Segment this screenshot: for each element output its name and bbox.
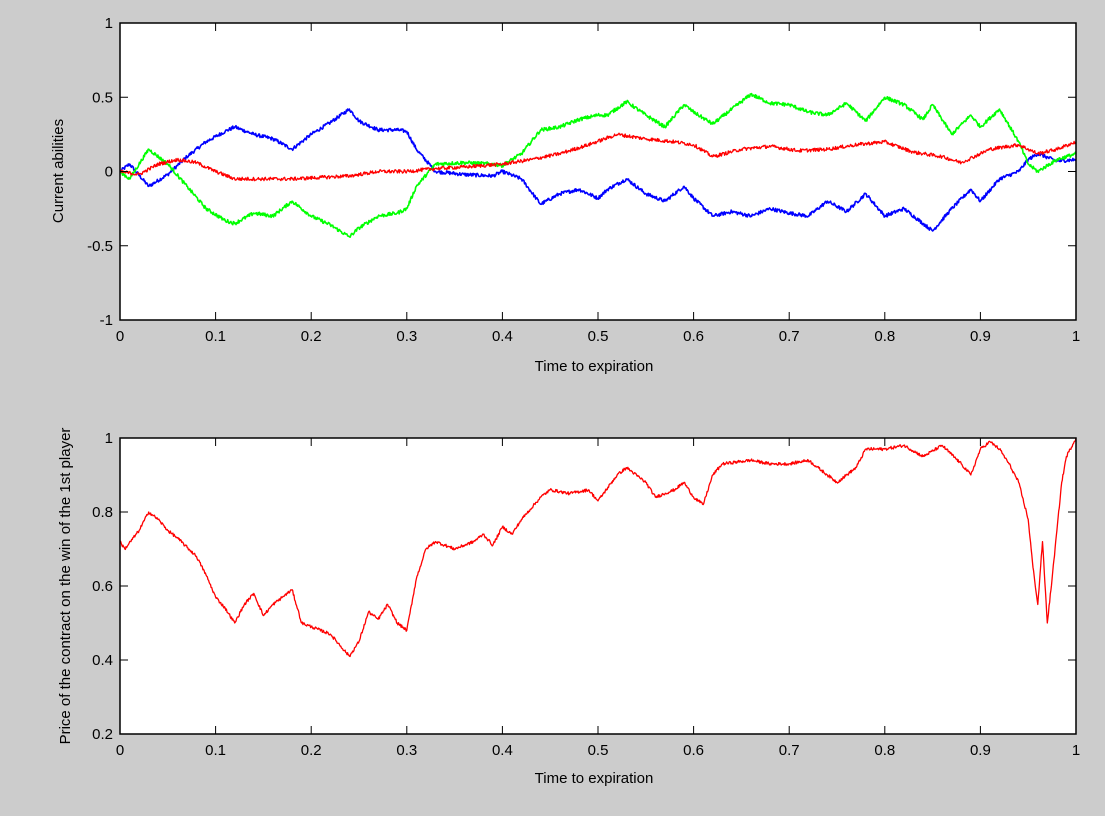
x-tick-label: 0.9 [970,328,991,345]
x-tick-label: 0.2 [301,328,322,345]
x-tick-label: 0.3 [396,742,417,759]
x-tick-label: 0.5 [588,328,609,345]
x-tick-label: 0.1 [205,328,226,345]
bottom-ticks: 0 0.1 0.2 0.3 0.4 0.5 0.6 0.7 0.8 0.9 1 0.2 0.4 0.6 0.… [92,430,1080,759]
x-tick-label: 0 [116,328,124,345]
bottom-plot-area [120,438,1076,734]
top-x-axis-label: Time to expiration [535,358,654,375]
top-ticks: 0 0.1 0.2 0.3 0.4 0.5 0.6 0.7 0.8 0.9 1 -1 -0.5 0 0.5 1 [87,15,1080,345]
x-tick-label: 0.7 [779,742,800,759]
player-3-ability-line [119,132,1077,182]
y-tick-label: 1 [105,15,113,32]
y-tick-label: 0.8 [92,504,113,521]
top-axes: 0 0.1 0.2 0.3 0.4 0.5 0.6 0.7 0.8 0.9 1 -1 -0.5 0 0.5 1… [50,15,1080,375]
x-tick-label: 0.4 [492,742,513,759]
x-tick-label: 0.6 [683,328,704,345]
bottom-axes: 0 0.1 0.2 0.3 0.4 0.5 0.6 0.7 0.8 0.9 1 0.2 0.4 0.6 0.… [57,428,1080,787]
x-tick-label: 1 [1072,328,1080,345]
x-tick-label: 0.3 [396,328,417,345]
y-tick-label: -1 [100,312,113,329]
x-tick-label: 0.4 [492,328,513,345]
y-tick-label: 1 [105,430,113,447]
x-tick-label: 1 [1072,742,1080,759]
top-series-group [119,92,1077,238]
x-tick-label: 0.6 [683,742,704,759]
top-plot-area [120,23,1076,320]
x-tick-label: 0.2 [301,742,322,759]
y-tick-label: 0.5 [92,89,113,106]
x-tick-label: 0 [116,742,124,759]
player-1-ability-line [119,108,1077,232]
y-tick-label: 0.4 [92,652,113,669]
x-tick-label: 0.1 [205,742,226,759]
y-tick-label: 0.6 [92,578,113,595]
y-tick-label: 0 [105,164,113,181]
contract-price-line [119,437,1077,658]
bottom-y-axis-label: Price of the contract on the win of the … [57,428,74,745]
x-tick-label: 0.8 [874,742,895,759]
top-y-axis-label: Current abilities [50,119,67,223]
y-tick-label: -0.5 [87,238,113,255]
x-tick-label: 0.9 [970,742,991,759]
y-tick-label: 0.2 [92,726,113,743]
bottom-series-group [119,437,1077,658]
bottom-x-axis-label: Time to expiration [535,770,654,787]
player-2-ability-line [119,92,1077,238]
x-tick-label: 0.8 [874,328,895,345]
x-tick-label: 0.7 [779,328,800,345]
x-tick-label: 0.5 [588,742,609,759]
